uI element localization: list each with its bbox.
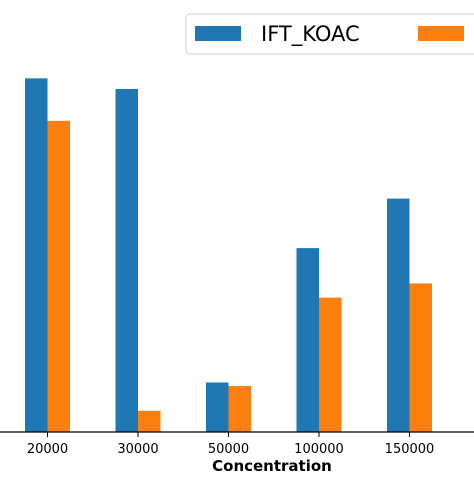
legend-swatch-ift-koac [195,26,241,41]
x-tick-label-100000: 100000 [294,442,344,457]
legend-swatch-series-2 [418,26,464,41]
legend: IFT_KOAC [185,13,474,55]
bar-series-2-100000 [319,297,342,432]
bar-ift-koac-150000 [387,198,410,432]
x-axis-title: Concentration [212,457,332,474]
x-tick-label-150000: 150000 [385,442,435,457]
bar-series-2-150000 [409,283,432,432]
x-ticks: 2000030000500001000001500002 [27,432,435,457]
legend-frame [185,13,474,55]
bar-ift-koac-100000 [296,248,319,432]
bar-series-2-20000 [47,120,70,433]
x-tick-label-30000: 30000 [117,442,158,457]
bars-layer [25,78,432,433]
x-tick-label-50000: 50000 [208,442,249,457]
bar-series-2-30000 [138,410,161,432]
bar-series-2-50000 [228,386,251,432]
bar-ift-koac-30000 [115,88,138,433]
bar-ift-koac-20000 [25,78,48,432]
legend-label-ift-koac: IFT_KOAC [261,22,360,47]
bar-ift-koac-50000 [206,382,229,432]
x-tick-label-20000: 20000 [27,442,68,457]
